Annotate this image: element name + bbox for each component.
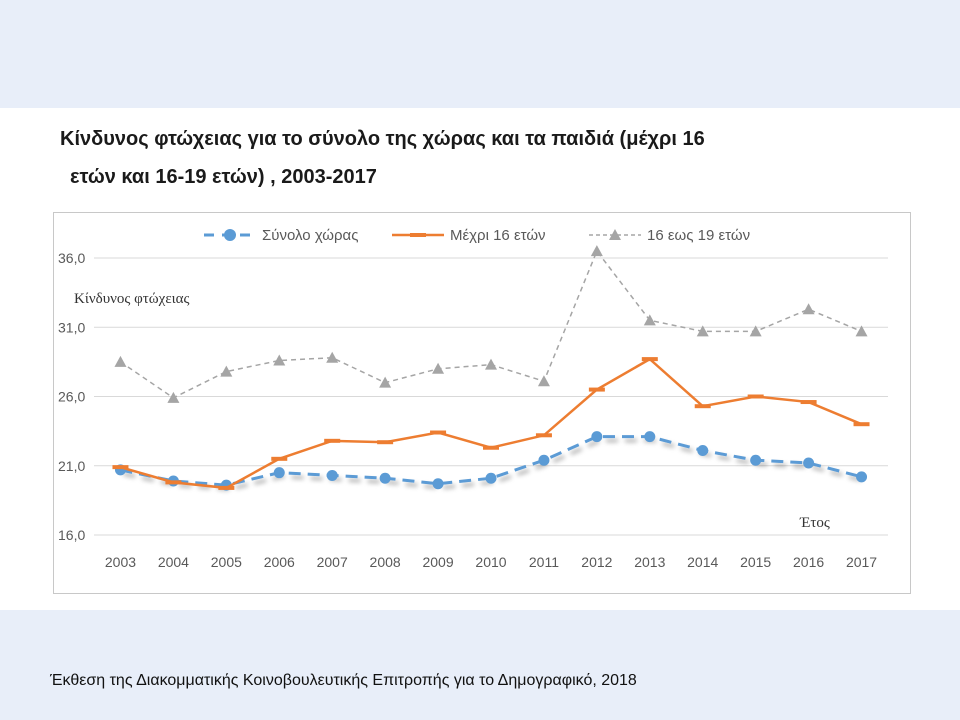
data-point <box>750 454 762 466</box>
data-point <box>273 354 286 366</box>
series-line <box>120 357 863 490</box>
data-point <box>537 375 550 387</box>
chart-frame: 16,0 21,0 26,0 31,0 36,0 2003 2004 2005 2006 200… <box>53 212 911 594</box>
x-tick-label: 2004 <box>158 554 189 570</box>
data-point <box>432 478 444 490</box>
data-point <box>591 431 603 443</box>
legend-label: 16 εως 19 ετών <box>647 227 750 244</box>
x-axis-label: Έτος <box>799 515 830 531</box>
x-tick-label: 2010 <box>475 554 506 570</box>
data-point <box>644 431 656 443</box>
legend-marker <box>410 233 426 237</box>
series-3 <box>114 245 868 403</box>
data-point <box>485 358 497 370</box>
data-point <box>377 440 394 445</box>
data-point <box>803 457 815 469</box>
legend-entry: Σύνολο χώρας <box>204 227 358 244</box>
data-point <box>590 245 603 257</box>
series-1 <box>114 431 868 491</box>
line-chart: 16,0 21,0 26,0 31,0 36,0 2003 2004 2005 2006 200… <box>58 227 888 570</box>
x-tick-label: 2005 <box>211 554 242 570</box>
data-point <box>326 469 338 481</box>
data-point <box>324 438 341 443</box>
x-tick-label: 2007 <box>317 554 348 570</box>
x-tick-label: 2017 <box>846 554 877 570</box>
data-point <box>696 325 709 337</box>
legend-marker <box>224 229 236 241</box>
slide-title: Κίνδυνος φτώχειας για το σύνολο της χώρα… <box>60 120 880 196</box>
y-tick-label: 36,0 <box>58 250 85 266</box>
data-point <box>749 325 762 337</box>
data-point <box>697 445 709 457</box>
data-point <box>485 472 497 484</box>
data-point <box>800 400 817 405</box>
data-point <box>165 480 182 485</box>
data-point <box>114 355 127 367</box>
x-tick-label: 2016 <box>793 554 824 570</box>
series-2 <box>112 357 870 490</box>
x-tick-label: 2014 <box>687 554 718 570</box>
x-tick-label: 2006 <box>264 554 295 570</box>
data-point <box>220 365 233 377</box>
legend-entry: Μέχρι 16 ετών <box>392 227 546 244</box>
data-point <box>588 387 605 392</box>
y-tick-label: 31,0 <box>58 319 85 335</box>
data-point <box>855 325 868 337</box>
y-tick-label: 16,0 <box>58 527 85 543</box>
data-point <box>167 391 180 403</box>
data-point <box>218 485 235 490</box>
legend-label: Μέχρι 16 ετών <box>450 227 546 244</box>
data-point <box>432 362 445 374</box>
source-note: Έκθεση της Διακομματικής Κοινοβουλευτική… <box>50 672 637 689</box>
data-point <box>856 471 868 483</box>
y-tick-label: 21,0 <box>58 458 85 474</box>
data-point <box>379 376 392 388</box>
x-tick-label: 2008 <box>370 554 401 570</box>
title-line-1: Κίνδυνος φτώχειας για το σύνολο της χώρα… <box>60 128 705 150</box>
data-point <box>694 404 711 409</box>
data-point <box>802 303 815 315</box>
data-point <box>483 445 499 450</box>
y-axis-label: Κίνδυνος φτώχειας <box>74 291 190 307</box>
data-point <box>538 454 550 466</box>
data-point <box>379 472 391 484</box>
x-tick-label: 2003 <box>105 554 136 570</box>
title-line-2: ετών και 16-19 ετών) , 2003-2017 <box>70 166 377 188</box>
x-tick-label: 2015 <box>740 554 771 570</box>
x-tick-label: 2013 <box>634 554 665 570</box>
x-tick-label: 2009 <box>422 554 453 570</box>
legend-marker <box>609 229 621 240</box>
data-point <box>643 314 656 326</box>
legend-label: Σύνολο χώρας <box>262 227 358 244</box>
series-line <box>120 435 862 487</box>
data-point <box>273 467 285 479</box>
data-point <box>112 465 129 470</box>
data-point <box>747 394 764 399</box>
data-point <box>641 357 658 362</box>
data-point <box>326 351 339 363</box>
x-tick-label: 2012 <box>581 554 612 570</box>
data-point <box>271 456 288 461</box>
data-point <box>853 422 870 427</box>
data-point <box>535 433 552 438</box>
legend-entry: 16 εως 19 ετών <box>589 227 750 244</box>
x-tick-label: 2011 <box>529 554 559 570</box>
data-point <box>430 430 447 435</box>
y-tick-label: 26,0 <box>58 389 85 405</box>
